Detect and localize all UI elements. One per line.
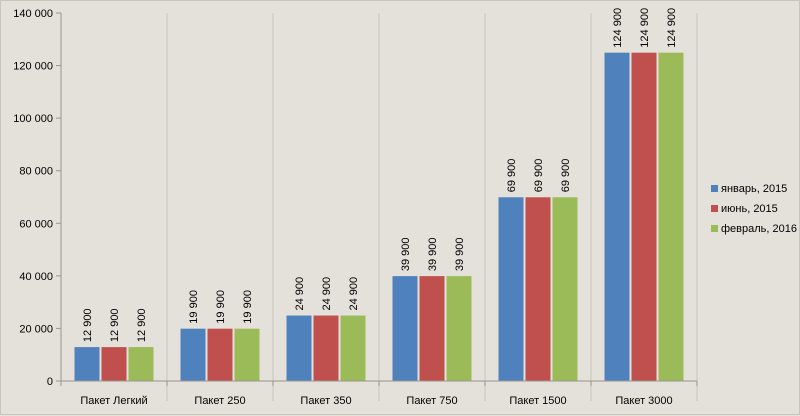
- bar: [525, 197, 551, 381]
- bar: [604, 52, 630, 381]
- legend-swatch: [711, 225, 718, 232]
- y-tick-label: 80 000: [19, 166, 53, 178]
- data-label: 69 900: [560, 159, 572, 193]
- legend-swatch: [711, 185, 718, 192]
- grid-lines: [166, 13, 698, 401]
- data-label: 39 900: [400, 237, 412, 271]
- legend-swatch: [711, 205, 718, 212]
- bar: [286, 315, 312, 381]
- y-tick-label: 20 000: [19, 323, 53, 335]
- bar: [498, 197, 524, 381]
- bar: [446, 276, 472, 381]
- x-tick-label: Пакет 350: [300, 395, 351, 407]
- x-tick-label: Пакет 750: [406, 395, 457, 407]
- y-tick-label: 60 000: [19, 218, 53, 230]
- data-label: 19 900: [215, 290, 227, 324]
- bar: [392, 276, 418, 381]
- bar: [128, 347, 154, 381]
- legend: январь, 2015 июнь, 2015 февраль, 2016: [711, 183, 797, 235]
- data-label: 19 900: [188, 290, 200, 324]
- data-label: 124 900: [666, 8, 678, 48]
- x-tick-label: Пакет 250: [194, 395, 245, 407]
- data-label: 124 900: [612, 8, 624, 48]
- data-label: 12 900: [109, 308, 121, 342]
- legend-label: июнь, 2015: [721, 203, 778, 215]
- data-label: 39 900: [427, 237, 439, 271]
- data-label: 12 900: [82, 308, 94, 342]
- bar: [658, 52, 684, 381]
- bar: [207, 328, 233, 381]
- y-tick-label: 120 000: [13, 61, 53, 73]
- data-labels: 12 900 19 900 24 900 39 900 69 900 124 900 12 …: [82, 8, 678, 342]
- bar: [631, 52, 657, 381]
- data-label: 69 900: [533, 159, 545, 193]
- bar: [180, 328, 206, 381]
- data-label: 24 900: [294, 277, 306, 311]
- y-tick-label: 140 000: [13, 8, 53, 20]
- data-label: 24 900: [321, 277, 333, 311]
- axes: 0 20 000 40 000 60 000 80 000 100 000 120 000 1…: [13, 8, 698, 407]
- x-tick-label: Пакет 1500: [509, 395, 566, 407]
- legend-label: январь, 2015: [721, 183, 787, 195]
- x-tick-label: Пакет Легкий: [80, 395, 147, 407]
- y-tick-label: 0: [47, 376, 53, 388]
- bar: [101, 347, 127, 381]
- y-tick-label: 40 000: [19, 271, 53, 283]
- data-label: 69 900: [506, 159, 518, 193]
- x-tick-label: Пакет 3000: [615, 395, 672, 407]
- legend-label: февраль, 2016: [721, 223, 797, 235]
- bar: [74, 347, 100, 381]
- data-label: 124 900: [639, 8, 651, 48]
- data-label: 12 900: [136, 308, 148, 342]
- bar: [552, 197, 578, 381]
- data-label: 39 900: [454, 237, 466, 271]
- bars: [74, 52, 684, 381]
- data-label: 24 900: [348, 277, 360, 311]
- data-label: 19 900: [242, 290, 254, 324]
- bar: [234, 328, 260, 381]
- bar: [340, 315, 366, 381]
- y-tick-label: 100 000: [13, 113, 53, 125]
- bar: [419, 276, 445, 381]
- bar: [313, 315, 339, 381]
